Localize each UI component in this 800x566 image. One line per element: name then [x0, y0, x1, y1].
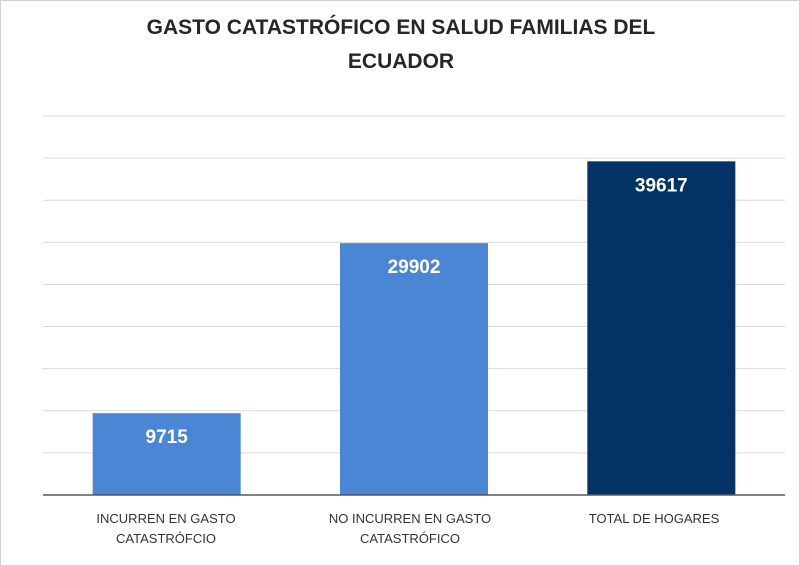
data-label: 9715: [146, 427, 189, 448]
x-tick-label-line: CATASTRÓFICO: [360, 531, 460, 546]
x-tick-label-total: TOTAL DE HOGARES: [559, 509, 749, 529]
x-tick-label-line: NO INCURREN EN GASTO: [328, 511, 492, 526]
bar: [92, 413, 241, 495]
x-tick-label-line: TOTAL DE HOGARES: [588, 511, 720, 526]
chart-title-line-1: GASTO CATASTRÓFICO EN SALUD FAMILIAS DEL: [146, 16, 656, 39]
bar: [587, 161, 736, 495]
x-tick-label-line: INCURREN EN GASTO: [96, 511, 236, 526]
x-tick-label-no-incurren: NO INCURREN EN GASTO CATASTRÓFICO: [315, 509, 505, 549]
x-tick-label-incurren: INCURREN EN GASTO CATASTRÓFCIO: [71, 509, 261, 549]
data-label: 29902: [388, 257, 441, 278]
data-label: 39617: [635, 175, 688, 196]
x-tick-label-line: CATASTRÓFCIO: [116, 531, 216, 546]
chart-title: GASTO CATASTRÓFICO EN SALUD FAMILIAS DEL…: [101, 11, 701, 79]
chart-title-line-2: ECUADOR: [347, 50, 455, 73]
bar: [340, 243, 488, 495]
